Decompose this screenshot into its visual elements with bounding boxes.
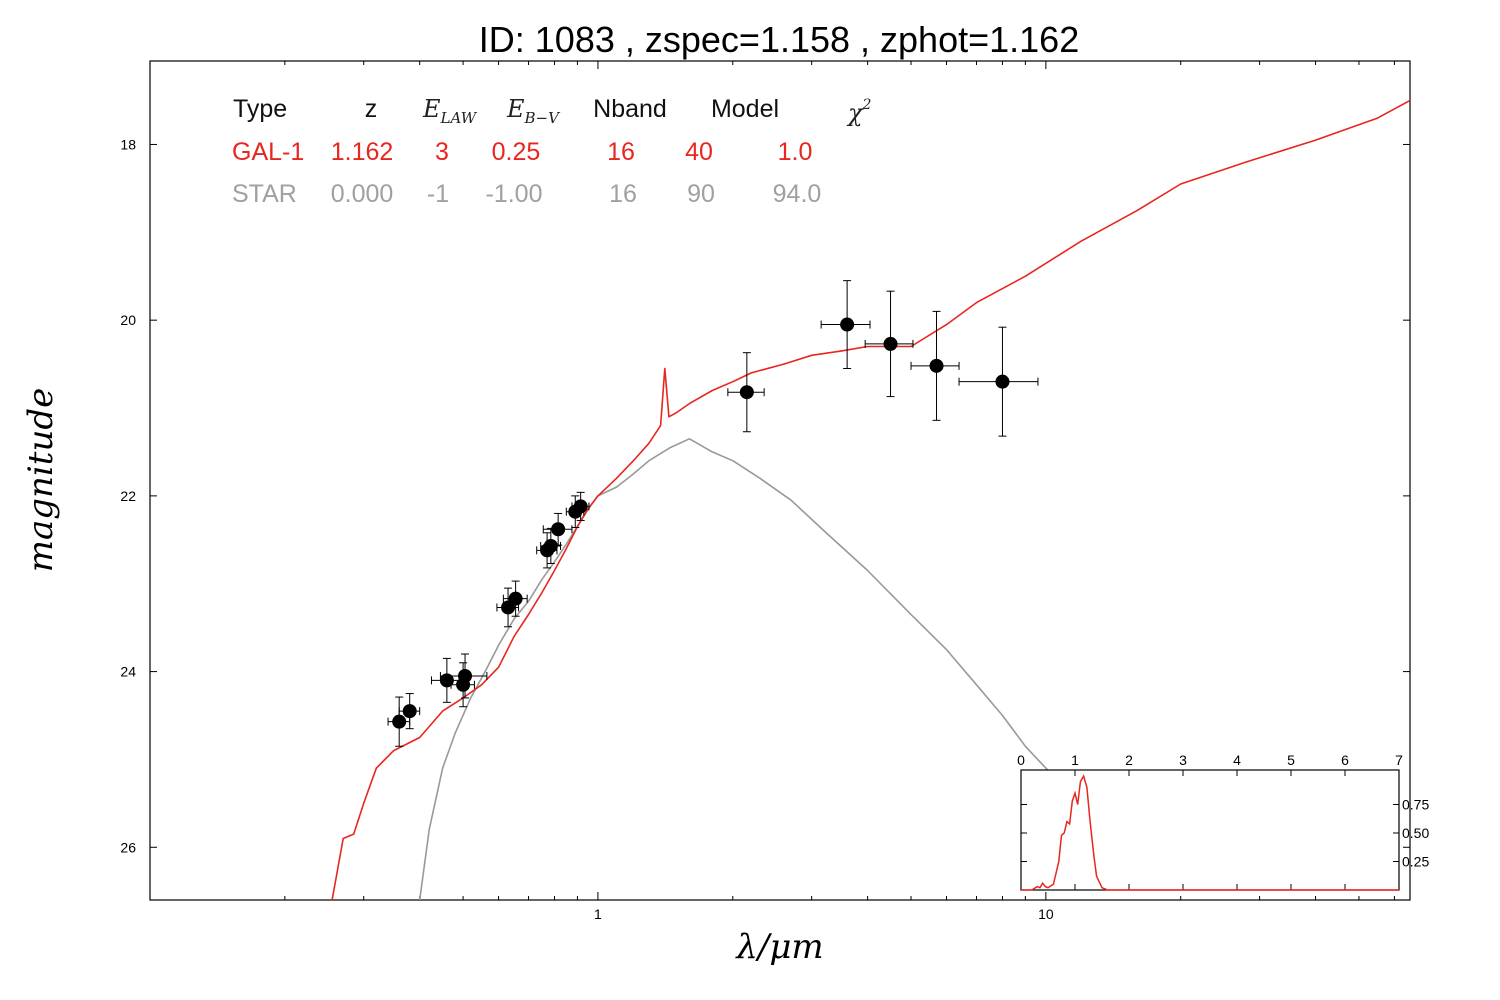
x-tick-label: 1 <box>594 906 602 922</box>
inset-frame <box>1020 769 1400 891</box>
x-tick-label: 10 <box>1038 906 1054 922</box>
inset-y-tick-label: 0.25 <box>1402 854 1429 870</box>
x-minor-ticks <box>284 61 1395 900</box>
photometry-point <box>739 385 754 400</box>
header-type: Type <box>233 95 287 123</box>
inset-y-tick-label: 0.50 <box>1402 825 1429 841</box>
header-z: z <box>365 95 378 123</box>
header-model: Model <box>711 95 779 123</box>
photometry-point <box>551 522 566 537</box>
star-z: 0.000 <box>331 180 394 208</box>
y-tick-label: 22 <box>120 488 136 504</box>
y-axis-label: magnitude <box>21 388 61 573</box>
star-spectrum-line <box>418 438 1065 900</box>
header-nband: Nband <box>593 95 667 123</box>
gal-nband: 16 <box>607 138 635 166</box>
inset-x-tick-label: 3 <box>1179 752 1187 768</box>
photometry-point <box>995 374 1010 389</box>
photometry-point <box>439 673 454 688</box>
inset-x-tick-label: 4 <box>1233 752 1241 768</box>
y-tick-label: 20 <box>120 312 136 328</box>
gal-elaw: 3 <box>435 138 449 166</box>
row-gal: GAL-1 1.162 3 0.25 16 40 1.0 <box>232 138 812 166</box>
photometry-layer <box>387 280 1039 747</box>
fit-table: Type z ELAW EB−V Nband Model χ2 GAL-1 1.… <box>232 95 872 208</box>
header-chi2: χ2 <box>846 97 872 127</box>
redshift-pdf-inset: 0 1 2 3 4 5 6 7 0.25 0.50 0.75 <box>1017 752 1429 891</box>
photometry-point <box>929 358 944 373</box>
star-elaw: -1 <box>427 180 449 208</box>
photometry-point <box>402 704 417 719</box>
chart-title: ID: 1083 , zspec=1.158 , zphot=1.162 <box>479 19 1079 60</box>
photometry-point <box>508 591 523 606</box>
y-tick-label: 24 <box>120 664 136 680</box>
inset-x-tick-label: 5 <box>1287 752 1295 768</box>
header-ebv: EB−V <box>506 95 561 127</box>
inset-y-tick-label: 0.75 <box>1402 797 1429 813</box>
galaxy-spectrum-line <box>331 99 1410 900</box>
star-model: 90 <box>687 180 715 208</box>
y-tick-label: 18 <box>120 136 136 152</box>
inset-x-tick-label: 7 <box>1395 752 1403 768</box>
star-nband: 16 <box>609 180 637 208</box>
star-chi2: 94.0 <box>773 180 822 208</box>
inset-x-tick-label: 1 <box>1071 752 1079 768</box>
gal-chi2: 1.0 <box>778 138 813 166</box>
gal-type: GAL-1 <box>232 138 304 166</box>
star-ebv: -1.00 <box>486 180 543 208</box>
inset-x-tick-label: 6 <box>1341 752 1349 768</box>
inset-y-ticks: 0.25 0.50 0.75 <box>1021 797 1429 870</box>
photometry-point <box>883 336 898 351</box>
photometry-point <box>573 499 588 514</box>
photometry-point <box>840 317 855 332</box>
inset-x-tick-label: 0 <box>1017 752 1025 768</box>
header-elaw: ELAW <box>422 95 478 127</box>
inset-series <box>1021 774 1399 891</box>
y-tick-label: 26 <box>120 839 136 855</box>
inset-x-tick-label: 2 <box>1125 752 1133 768</box>
photometry-point <box>543 538 558 553</box>
row-star: STAR 0.000 -1 -1.00 16 90 94.0 <box>232 180 821 208</box>
gal-z: 1.162 <box>331 138 394 166</box>
x-axis-label: λ/μm <box>734 927 823 967</box>
gal-model: 40 <box>685 138 713 166</box>
redshift-pdf-line <box>1021 774 1399 891</box>
x-ticks: 1 10 <box>594 61 1054 922</box>
photometry-point <box>392 714 407 729</box>
series-layer <box>331 99 1410 900</box>
gal-ebv: 0.25 <box>492 138 541 166</box>
inset-x-ticks: 0 1 2 3 4 5 6 7 <box>1017 752 1403 890</box>
star-type: STAR <box>232 180 297 208</box>
photometry-point <box>458 668 473 683</box>
plot-frame <box>149 60 1411 901</box>
